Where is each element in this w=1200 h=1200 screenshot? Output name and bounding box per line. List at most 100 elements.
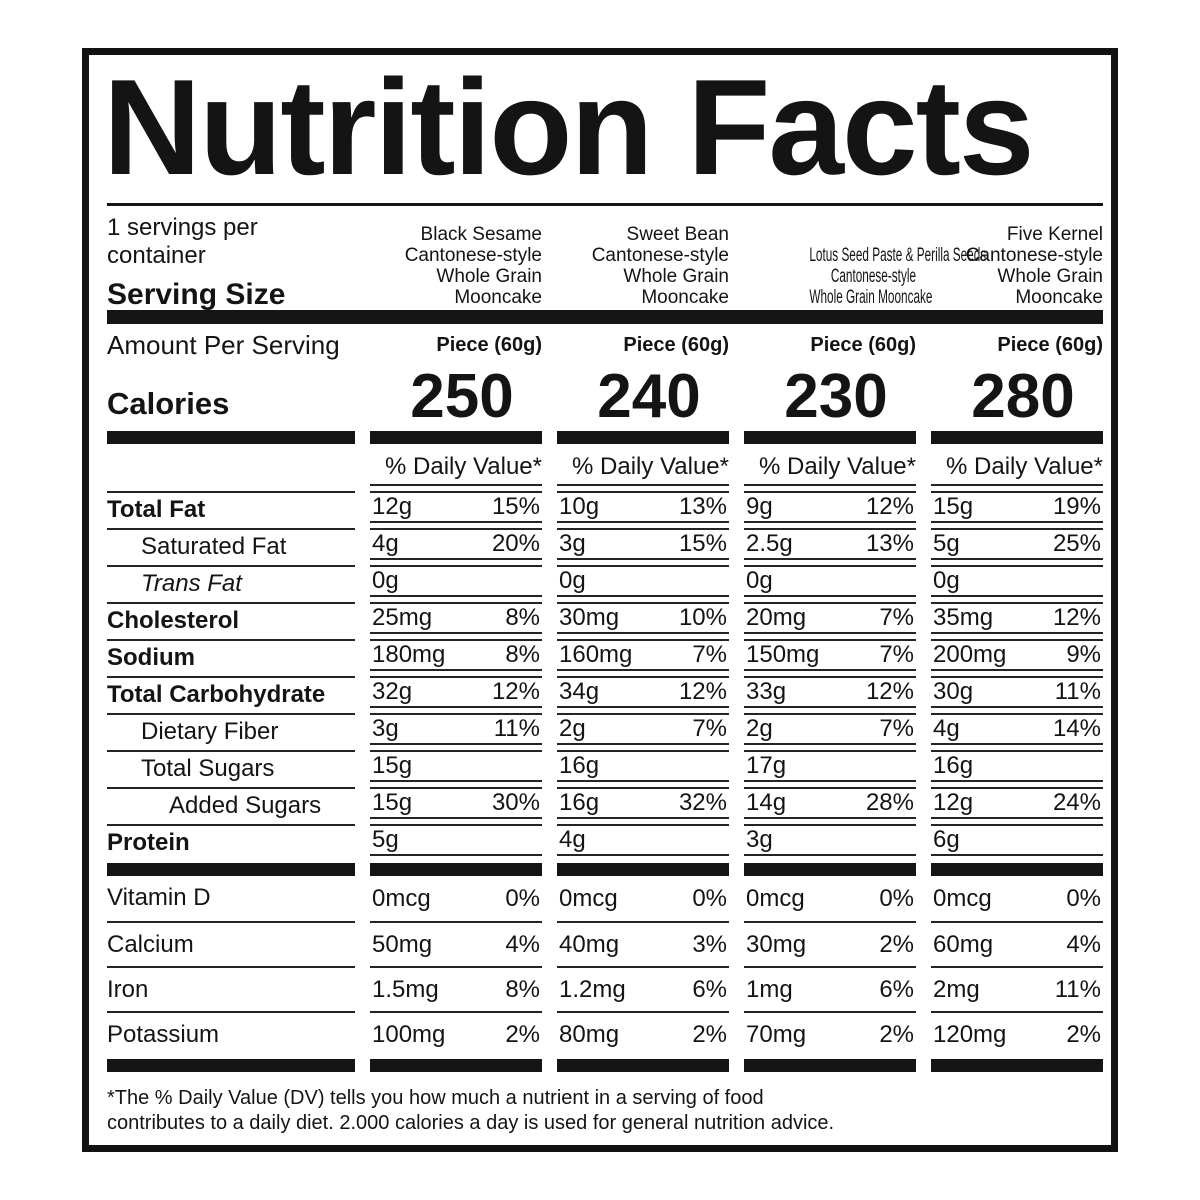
- nutrient-dv: 0%: [692, 884, 727, 912]
- nutrient-amount: 16g: [933, 752, 974, 779]
- nutrient-label: Sodium: [107, 639, 355, 676]
- product-name-line: Whole Grain Mooncake: [809, 287, 933, 308]
- product-name-line: Cantonese-style: [965, 245, 1103, 266]
- nutrient-amount: 150mg: [746, 641, 820, 668]
- divider-bar-segment: [370, 863, 542, 876]
- nutrient-row-total-sugars: Total Sugars 15g 16g 17g 16g: [107, 750, 1103, 787]
- nutrient-row-cholesterol: Cholesterol 25mg 8% 30mg 10% 20mg 7% 35mg 12…: [107, 602, 1103, 639]
- nutrient-row-added-sugars: Added Sugars 15g 30% 16g 32% 14g 28% 12g 24%: [107, 787, 1103, 824]
- nutrient-row-calcium: Calcium 50mg 4% 40mg 3% 30mg 2% 60mg 4%: [107, 921, 1103, 966]
- nutrient-cell: 1.2mg 6%: [557, 966, 729, 1012]
- nutrient-dv: 15%: [491, 493, 540, 520]
- title-divider: [107, 203, 1103, 206]
- calories-value: 240: [597, 362, 701, 431]
- nutrient-cell: 0mcg 0%: [931, 876, 1103, 921]
- nutrient-amount: 160mg: [559, 641, 633, 668]
- nutrient-amount: 0g: [746, 567, 773, 594]
- nutrient-amount: 3g: [559, 530, 586, 557]
- nutrient-cell: 200mg 9%: [931, 639, 1103, 671]
- nutrient-label: Trans Fat: [107, 565, 355, 602]
- nutrition-facts-title: Nutrition Facts: [103, 51, 1035, 203]
- nutrient-dv: 0%: [505, 884, 540, 912]
- nutrient-amount: 100mg: [372, 1021, 446, 1048]
- nutrient-amount: 0g: [559, 567, 586, 594]
- amount-per-serving-label: Amount Per Serving: [107, 329, 340, 360]
- nutrient-dv: 12%: [865, 678, 914, 705]
- nutrient-amount: 0g: [372, 567, 399, 594]
- nutrient-amount: 9g: [746, 493, 773, 520]
- nutrient-cell: 150mg 7%: [744, 639, 916, 671]
- nutrient-row-protein: Protein 5g 4g 3g 6g: [107, 824, 1103, 861]
- nutrient-cell: 12g 24%: [931, 787, 1103, 819]
- nutrient-dv: 12%: [491, 678, 540, 705]
- product-name-line: Cantonese-style: [404, 245, 542, 266]
- nutrient-amount: 12g: [933, 789, 974, 816]
- nutrient-cell: 20mg 7%: [744, 602, 916, 634]
- nutrient-dv: 8%: [505, 604, 540, 631]
- nutrient-amount: 16g: [559, 789, 600, 816]
- nutrient-dv: 7%: [879, 715, 914, 742]
- daily-value-spacer: [107, 444, 355, 491]
- nutrient-cell: 1.5mg 8%: [370, 966, 542, 1012]
- nutrient-amount: 15g: [933, 493, 974, 520]
- nutrient-cell: 0g: [931, 565, 1103, 597]
- daily-value-header: % Daily Value*: [744, 444, 916, 486]
- nutrient-cell: 16g: [931, 750, 1103, 782]
- nutrient-dv: 30%: [491, 789, 540, 816]
- nutrient-amount: 17g: [746, 752, 787, 779]
- product-column-header-4: Five Kernel Cantonese-style Whole Grain …: [931, 210, 1103, 312]
- serving-unit: Piece (60g): [623, 333, 729, 356]
- nutrient-row-total-carbohydrate: Total Carbohydrate 32g 12% 34g 12% 33g 12% …: [107, 676, 1103, 713]
- divider-bar-segment: [107, 431, 355, 444]
- nutrient-cell: 15g 19%: [931, 491, 1103, 523]
- nutrient-dv: 7%: [879, 604, 914, 631]
- daily-value-header: % Daily Value*: [557, 444, 729, 486]
- nutrient-amount: 30mg: [746, 931, 807, 958]
- nutrient-cell: 2g 7%: [557, 713, 729, 745]
- nutrient-label: Vitamin D: [107, 884, 211, 911]
- header-divider-bar: [107, 310, 1103, 324]
- nutrient-amount: 2mg: [933, 976, 980, 1003]
- nutrient-cell: 30mg 2%: [744, 921, 916, 967]
- nutrient-cell: 9g 12%: [744, 491, 916, 523]
- nutrient-amount: 2g: [559, 715, 586, 742]
- nutrient-amount: 30mg: [559, 604, 620, 631]
- nutrient-cell: 35mg 12%: [931, 602, 1103, 634]
- nutrient-cell: 0mcg 0%: [744, 876, 916, 921]
- nutrient-cell: 16g 32%: [557, 787, 729, 819]
- nutrient-cell: 3g: [744, 824, 916, 856]
- nutrient-dv: 2%: [879, 1021, 914, 1048]
- nutrient-cell: 100mg 2%: [370, 1011, 542, 1057]
- nutrient-cell: 12g 15%: [370, 491, 542, 523]
- nutrient-cell: 2.5g 13%: [744, 528, 916, 560]
- nutrient-amount: 120mg: [933, 1021, 1007, 1048]
- nutrient-cell: 33g 12%: [744, 676, 916, 708]
- nutrient-amount: 34g: [559, 678, 600, 705]
- nutrient-label: Total Sugars: [107, 750, 355, 787]
- divider-bar-segment: [370, 431, 542, 444]
- nutrient-label: Total Carbohydrate: [107, 676, 355, 713]
- product-name-line: Whole Grain Mooncake: [623, 266, 729, 308]
- nutrient-dv: 13%: [678, 493, 727, 520]
- daily-value-header-row: % Daily Value* % Daily Value* % Daily Va…: [107, 444, 1103, 491]
- nutrient-dv: 2%: [505, 1021, 540, 1048]
- nutrient-amount: 4g: [372, 530, 399, 557]
- amount-per-serving-row: Amount Per Serving Piece (60g) Piece (60…: [107, 324, 1103, 366]
- serving-header-section: 1 servings per container Serving Size Bl…: [107, 210, 1103, 311]
- nutrient-cell: 34g 12%: [557, 676, 729, 708]
- calories-divider-bars: [107, 431, 1103, 444]
- nutrient-cell: 5g: [370, 824, 542, 856]
- nutrient-amount: 6g: [933, 826, 960, 853]
- divider-bar-segment: [370, 1059, 542, 1072]
- nutrient-dv: 11%: [1054, 678, 1101, 705]
- nutrient-dv: 15%: [678, 530, 727, 557]
- nutrient-cell: 0g: [370, 565, 542, 597]
- nutrient-cell: 17g: [744, 750, 916, 782]
- nutrient-cell: 3g 11%: [370, 713, 542, 745]
- nutrient-dv: 2%: [879, 931, 914, 958]
- nutrient-cell: 30g 11%: [931, 676, 1103, 708]
- nutrient-amount: 33g: [746, 678, 787, 705]
- daily-value-header: % Daily Value*: [931, 444, 1103, 486]
- nutrient-dv: 7%: [879, 641, 914, 668]
